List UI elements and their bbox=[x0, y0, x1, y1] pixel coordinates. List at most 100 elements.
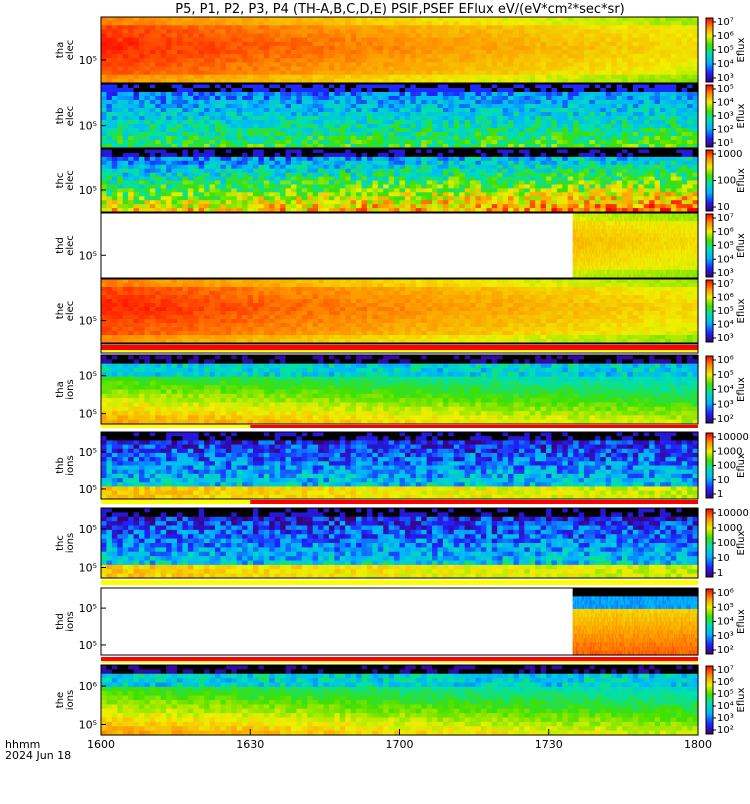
heatmap-cell bbox=[123, 161, 129, 166]
heatmap-cell bbox=[638, 42, 644, 47]
heatmap-cell bbox=[193, 88, 199, 93]
heatmap-cell bbox=[237, 54, 243, 59]
heatmap-cell bbox=[459, 50, 465, 55]
heatmap-cell bbox=[117, 21, 123, 26]
heatmap-cell bbox=[611, 38, 617, 43]
heatmap-cell bbox=[307, 96, 313, 101]
heatmap-cell bbox=[220, 62, 226, 67]
heatmap-cell bbox=[524, 71, 530, 76]
heatmap-cell bbox=[497, 75, 503, 80]
heatmap-cell bbox=[486, 177, 492, 182]
heatmap-cell bbox=[253, 25, 259, 30]
heatmap-cell bbox=[237, 21, 243, 26]
heatmap-cell bbox=[242, 88, 248, 93]
heatmap-cell bbox=[595, 184, 601, 189]
heatmap-cell bbox=[410, 34, 416, 39]
heatmap-cell bbox=[144, 157, 150, 162]
heatmap-cell bbox=[627, 136, 633, 141]
heatmap-cell bbox=[172, 157, 178, 162]
heatmap-cell bbox=[524, 184, 530, 189]
heatmap-cell bbox=[150, 169, 156, 174]
heatmap-cell bbox=[665, 62, 671, 67]
heatmap-cell bbox=[524, 21, 530, 26]
heatmap-cell bbox=[372, 84, 378, 89]
heatmap-cell bbox=[324, 120, 330, 125]
heatmap-cell bbox=[269, 46, 275, 51]
heatmap-cell bbox=[465, 173, 471, 178]
heatmap-cell bbox=[182, 188, 188, 193]
heatmap-cell bbox=[649, 173, 655, 178]
heatmap-cell bbox=[372, 58, 378, 63]
heatmap-cell bbox=[649, 116, 655, 121]
heatmap-cell bbox=[172, 50, 178, 55]
heatmap-cell bbox=[204, 17, 210, 22]
heatmap-cell bbox=[627, 192, 633, 197]
heatmap-cell bbox=[248, 177, 254, 182]
heatmap-cell bbox=[573, 169, 579, 174]
heatmap-cell bbox=[226, 25, 232, 30]
heatmap-cell bbox=[519, 116, 525, 121]
heatmap-cell bbox=[264, 188, 270, 193]
heatmap-cell bbox=[584, 71, 590, 76]
heatmap-cell bbox=[584, 132, 590, 137]
heatmap-cell bbox=[210, 165, 216, 170]
heatmap-cell bbox=[389, 67, 395, 72]
heatmap-cell bbox=[459, 92, 465, 97]
heatmap-cell bbox=[622, 67, 628, 72]
heatmap-cell bbox=[302, 192, 308, 197]
heatmap-cell bbox=[264, 100, 270, 105]
heatmap-cell bbox=[671, 50, 677, 55]
heatmap-cell bbox=[215, 46, 221, 51]
heatmap-cell bbox=[470, 104, 476, 109]
heatmap-cell bbox=[231, 34, 237, 39]
heatmap-cell bbox=[193, 192, 199, 197]
heatmap-cell bbox=[551, 75, 557, 80]
heatmap-cell bbox=[421, 192, 427, 197]
heatmap-cell bbox=[101, 184, 107, 189]
heatmap-cell bbox=[644, 104, 650, 109]
heatmap-cell bbox=[649, 88, 655, 93]
heatmap-cell bbox=[665, 177, 671, 182]
heatmap-cell bbox=[188, 120, 194, 125]
heatmap-cell bbox=[318, 112, 324, 117]
heatmap-cell bbox=[546, 67, 552, 72]
heatmap-cell bbox=[665, 120, 671, 125]
heatmap-cell bbox=[475, 62, 481, 67]
heatmap-cell bbox=[687, 104, 693, 109]
heatmap-cell bbox=[237, 140, 243, 145]
heatmap-cell bbox=[199, 100, 205, 105]
heatmap-cell bbox=[345, 38, 351, 43]
heatmap-cell bbox=[448, 157, 454, 162]
heatmap-cell bbox=[210, 25, 216, 30]
heatmap-cell bbox=[172, 84, 178, 89]
heatmap-cell bbox=[443, 54, 449, 59]
heatmap-cell bbox=[237, 75, 243, 80]
heatmap-cell bbox=[237, 100, 243, 105]
heatmap-cell bbox=[155, 165, 161, 170]
heatmap-cell bbox=[351, 120, 357, 125]
heatmap-cell bbox=[296, 128, 302, 133]
heatmap-cell bbox=[144, 67, 150, 72]
heatmap-cell bbox=[503, 157, 509, 162]
heatmap-cell bbox=[172, 136, 178, 141]
heatmap-cell bbox=[405, 42, 411, 47]
heatmap-cell bbox=[557, 192, 563, 197]
heatmap-cell bbox=[470, 173, 476, 178]
heatmap-cell bbox=[253, 169, 259, 174]
heatmap-cell bbox=[356, 34, 362, 39]
heatmap-cell bbox=[356, 140, 362, 145]
heatmap-cell bbox=[638, 116, 644, 121]
heatmap-cell bbox=[557, 38, 563, 43]
heatmap-cell bbox=[600, 58, 606, 63]
heatmap-cell bbox=[275, 38, 281, 43]
heatmap-cell bbox=[112, 184, 118, 189]
heatmap-cell bbox=[302, 67, 308, 72]
heatmap-cell bbox=[253, 192, 259, 197]
heatmap-cell bbox=[161, 29, 167, 34]
heatmap-cell bbox=[508, 58, 514, 63]
heatmap-cell bbox=[334, 21, 340, 26]
heatmap-cell bbox=[117, 132, 123, 137]
heatmap-cell bbox=[519, 153, 525, 158]
heatmap-cell bbox=[470, 120, 476, 125]
heatmap-cell bbox=[242, 96, 248, 101]
